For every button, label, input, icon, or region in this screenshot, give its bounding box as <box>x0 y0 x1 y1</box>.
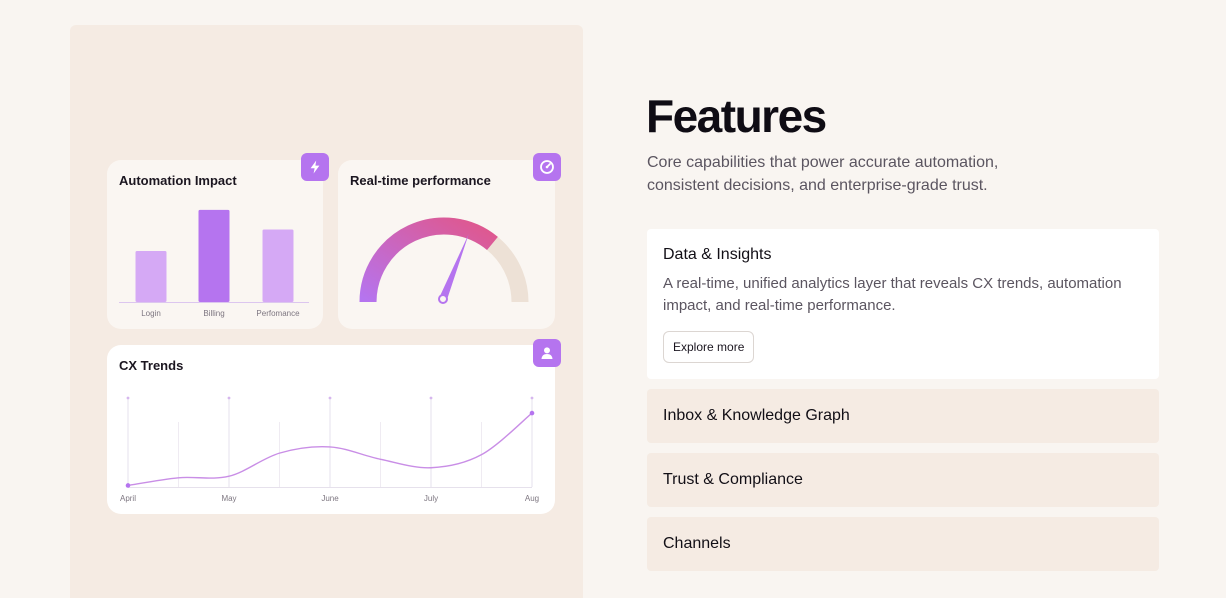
grid-dot <box>328 396 332 400</box>
bar-label: Login <box>141 309 161 318</box>
bar-perfomance <box>262 229 294 302</box>
gauge-fill <box>359 217 498 303</box>
accordion-item-trust-compliance[interactable]: Trust & Compliance <box>647 453 1159 507</box>
performance-gauge <box>359 217 529 304</box>
x-tick-label: April <box>120 494 136 503</box>
grid-dot <box>530 396 534 400</box>
grid-dot <box>429 396 433 400</box>
trend-point <box>529 410 535 416</box>
bar-billing <box>198 209 230 302</box>
gauge-icon <box>533 153 561 181</box>
automation-impact-card: Automation Impact Login Billing Perfomance <box>107 160 323 329</box>
user-icon <box>533 339 561 367</box>
accordion-item-channels[interactable]: Channels <box>647 517 1159 571</box>
automation-impact-title: Automation Impact <box>119 173 237 188</box>
gauge-needle <box>439 233 469 301</box>
cx-trends-card: CX Trends April May June July Aug <box>107 345 555 514</box>
bar-label: Billing <box>203 309 224 318</box>
cx-trends-title: CX Trends <box>119 358 184 373</box>
realtime-performance-card: Real-time performance <box>338 160 555 329</box>
x-tick-label: Aug <box>525 494 539 503</box>
accordion-item-inbox-knowledge-graph[interactable]: Inbox & Knowledge Graph <box>647 389 1159 443</box>
accordion-item-description: A real-time, unified analytics layer tha… <box>663 275 1122 314</box>
grid-dot <box>227 396 231 400</box>
automation-impact-chart: Login Billing Perfomance <box>119 209 309 318</box>
gauge-pivot <box>438 294 448 304</box>
features-subtitle: Core capabilities that power accurate au… <box>647 154 999 194</box>
x-tick-label: May <box>221 494 236 503</box>
accordion-item-heading[interactable]: Data & Insights <box>663 246 772 263</box>
grid-dot <box>126 396 130 400</box>
realtime-performance-title: Real-time performance <box>350 173 491 188</box>
bar-login <box>135 251 167 302</box>
x-tick-label: July <box>424 494 438 503</box>
features-title: Features <box>646 90 827 142</box>
lightning-icon <box>301 153 329 181</box>
trend-line <box>127 412 533 487</box>
accordion-item-data-insights[interactable]: Data & Insights A real-time, unified ana… <box>647 229 1159 379</box>
cx-trends-chart: April May June July Aug <box>120 396 539 503</box>
bar-label: Perfomance <box>256 309 300 318</box>
trend-point <box>125 483 131 488</box>
x-tick-label: June <box>321 494 339 503</box>
explore-more-button[interactable]: Explore more <box>663 331 755 363</box>
